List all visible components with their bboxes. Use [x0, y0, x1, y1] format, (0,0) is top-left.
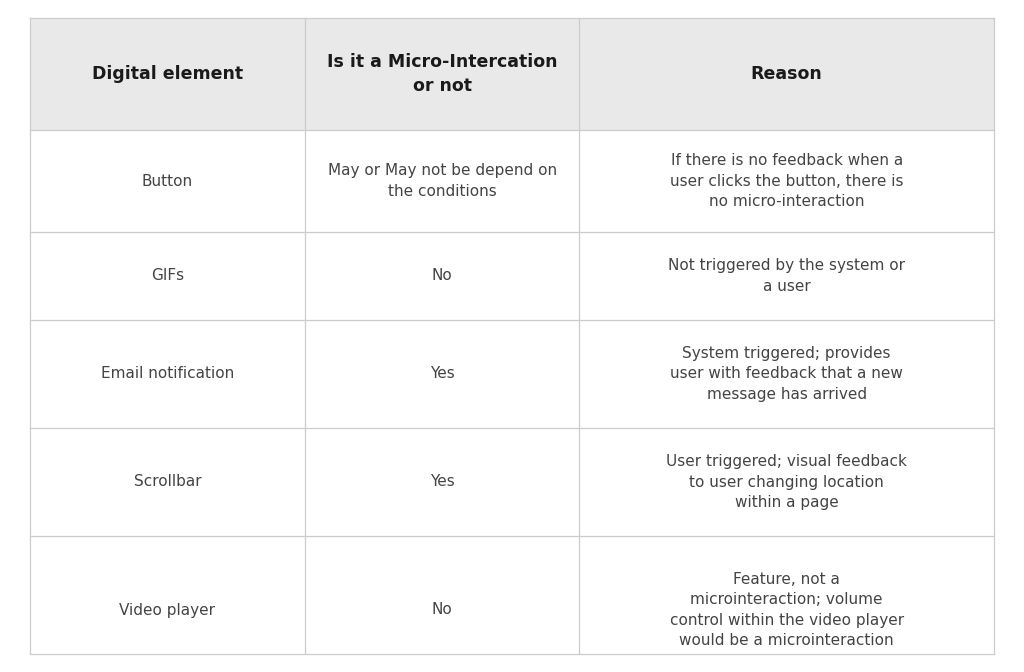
Bar	[305, 536, 580, 672]
Bar	[30, 428, 305, 536]
Bar	[305, 320, 580, 428]
Text: Yes: Yes	[430, 366, 455, 382]
Text: GIFs: GIFs	[151, 269, 184, 284]
Text: User triggered; visual feedback
to user changing location
within a page: User triggered; visual feedback to user …	[667, 454, 907, 510]
Bar	[30, 232, 305, 320]
Text: Video player: Video player	[120, 603, 215, 618]
Text: Digital element: Digital element	[92, 65, 243, 83]
Bar	[580, 18, 994, 130]
Bar	[305, 130, 580, 232]
Bar	[305, 18, 580, 130]
Text: If there is no feedback when a
user clicks the button, there is
no micro-interac: If there is no feedback when a user clic…	[670, 153, 903, 209]
Text: Yes: Yes	[430, 474, 455, 489]
Bar	[580, 536, 994, 672]
Bar	[30, 130, 305, 232]
Text: May or May not be depend on
the conditions: May or May not be depend on the conditio…	[328, 163, 557, 199]
Text: No: No	[432, 603, 453, 618]
Bar	[30, 320, 305, 428]
Text: Not triggered by the system or
a user: Not triggered by the system or a user	[669, 258, 905, 294]
Text: Feature, not a
microinteraction; volume
control within the video player
would be: Feature, not a microinteraction; volume …	[670, 572, 904, 648]
Bar	[580, 232, 994, 320]
Bar	[580, 320, 994, 428]
Text: Email notification: Email notification	[100, 366, 234, 382]
Text: Scrollbar: Scrollbar	[133, 474, 201, 489]
Bar	[30, 536, 305, 672]
Bar	[305, 428, 580, 536]
Bar	[580, 130, 994, 232]
Text: Is it a Micro-Intercation
or not: Is it a Micro-Intercation or not	[327, 53, 557, 95]
Text: System triggered; provides
user with feedback that a new
message has arrived: System triggered; provides user with fee…	[671, 346, 903, 402]
Text: Button: Button	[141, 173, 193, 189]
Bar	[30, 18, 305, 130]
Bar	[580, 428, 994, 536]
Text: Reason: Reason	[751, 65, 822, 83]
Text: No: No	[432, 269, 453, 284]
Bar	[305, 232, 580, 320]
